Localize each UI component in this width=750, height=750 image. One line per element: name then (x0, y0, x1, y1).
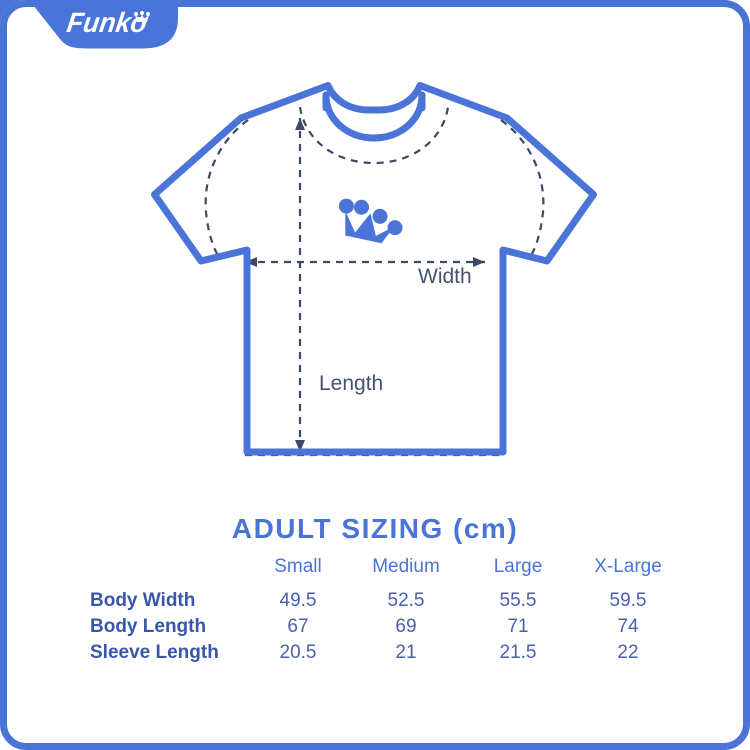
svg-text:67: 67 (287, 616, 308, 637)
svg-text:55.5: 55.5 (500, 590, 537, 611)
svg-text:22: 22 (617, 642, 638, 663)
svg-text:Small: Small (274, 556, 322, 577)
svg-text:52.5: 52.5 (388, 590, 425, 611)
svg-text:20.5: 20.5 (280, 642, 317, 663)
svg-text:Sleeve Length: Sleeve Length (90, 642, 219, 663)
svg-text:21.5: 21.5 (500, 642, 537, 663)
svg-text:Body Length: Body Length (90, 616, 206, 637)
svg-text:59.5: 59.5 (610, 590, 647, 611)
svg-text:ADULT SIZING (cm): ADULT SIZING (cm) (232, 513, 518, 544)
svg-text:69: 69 (395, 616, 416, 637)
svg-text:21: 21 (395, 642, 416, 663)
svg-text:Large: Large (494, 556, 543, 577)
svg-text:49.5: 49.5 (280, 590, 317, 611)
svg-text:X-Large: X-Large (594, 556, 662, 577)
svg-text:Medium: Medium (372, 556, 440, 577)
svg-text:71: 71 (507, 616, 528, 637)
svg-text:74: 74 (617, 616, 639, 637)
svg-text:Body Width: Body Width (90, 590, 195, 611)
